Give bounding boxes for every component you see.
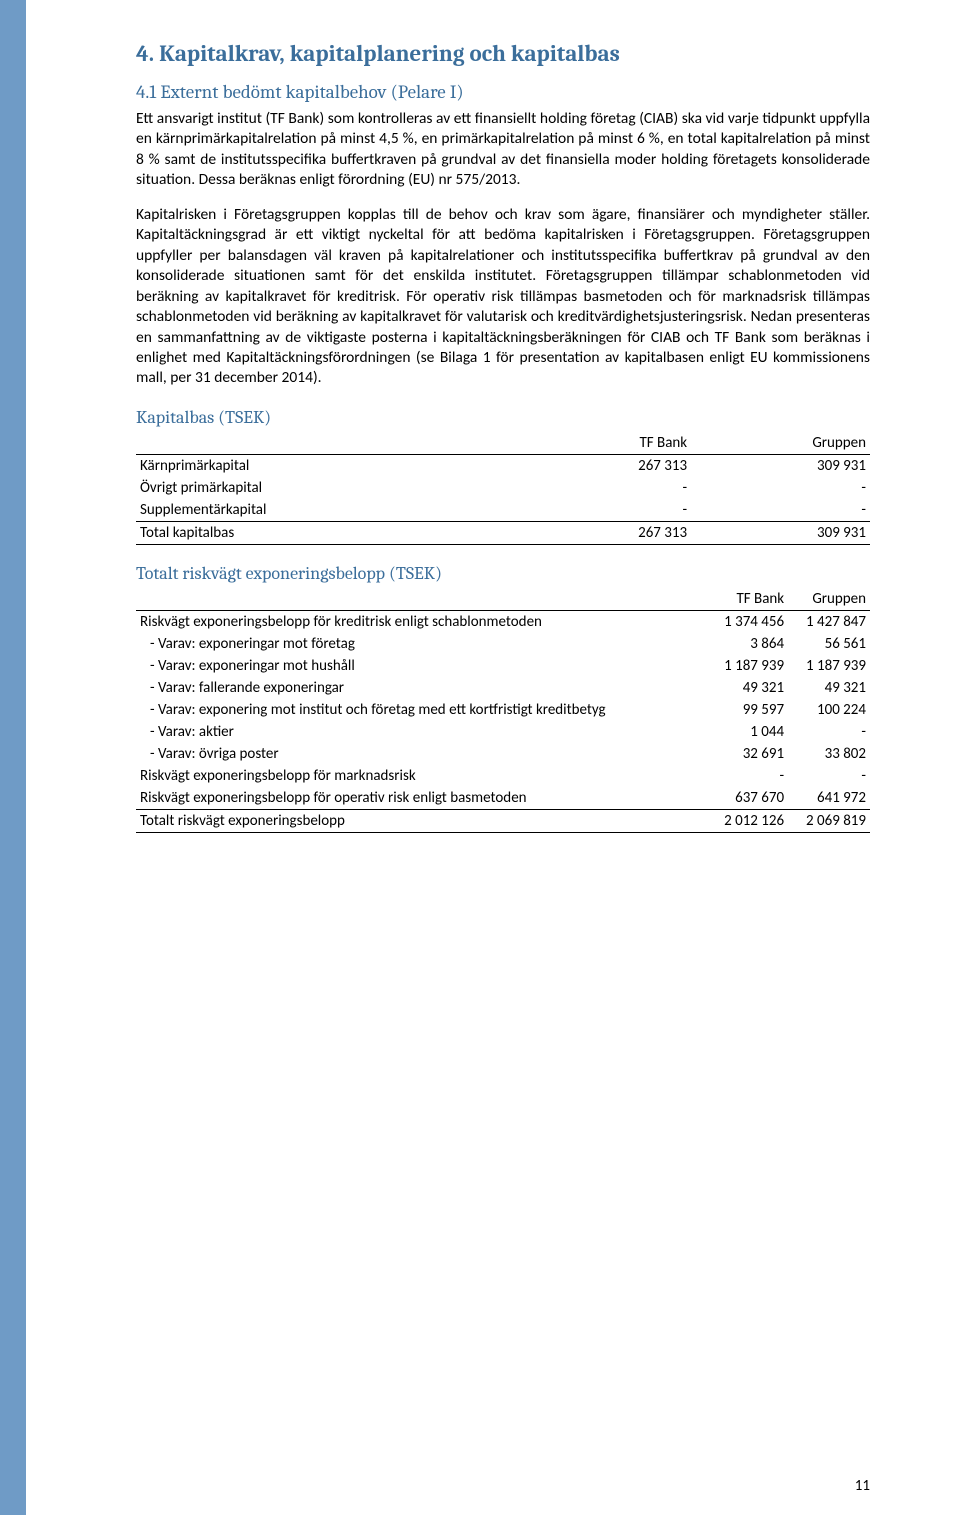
cell-tf: 99 597: [706, 699, 788, 721]
page: 4. Kapitalkrav, kapitalplanering och kap…: [0, 0, 960, 1515]
col-tf-bank: TF Bank: [526, 432, 691, 455]
cell-tf: 1 044: [706, 721, 788, 743]
table-row: - Varav: exponeringar mot företag 3 864 …: [136, 633, 870, 655]
table-kapitalbas: TF Bank Gruppen Kärnprimärkapital 267 31…: [136, 432, 870, 545]
col-label: [136, 432, 526, 455]
col-label: [136, 588, 706, 611]
cell-grp: 49 321: [788, 677, 870, 699]
cell-tf: -: [526, 499, 691, 522]
table-row: - Varav: fallerande exponeringar 49 321 …: [136, 677, 870, 699]
cell-grp: 1 187 939: [788, 655, 870, 677]
subsection-title: 4.1 Externt bedömt kapitalbehov (Pelare …: [136, 81, 870, 103]
row-label: - Varav: aktier: [136, 721, 706, 743]
cell-tf: 1 187 939: [706, 655, 788, 677]
table-total-row: Totalt riskvägt exponeringsbelopp 2 012 …: [136, 809, 870, 832]
cell-grp: -: [788, 721, 870, 743]
row-label: Totalt riskvägt exponeringsbelopp: [136, 809, 706, 832]
cell-tf: -: [526, 477, 691, 499]
row-label: Supplementärkapital: [136, 499, 526, 522]
row-label: - Varav: fallerande exponeringar: [136, 677, 706, 699]
table-row: - Varav: aktier 1 044 -: [136, 721, 870, 743]
cell-grp: -: [788, 765, 870, 787]
cell-tf: -: [706, 765, 788, 787]
cell-grp: 33 802: [788, 743, 870, 765]
cell-grp: 2 069 819: [788, 809, 870, 832]
section-title: 4. Kapitalkrav, kapitalplanering och kap…: [136, 40, 870, 67]
row-label: - Varav: exponeringar mot företag: [136, 633, 706, 655]
cell-grp: 309 931: [691, 454, 870, 477]
cell-grp: 100 224: [788, 699, 870, 721]
row-label: Kärnprimärkapital: [136, 454, 526, 477]
row-label: Riskvägt exponeringsbelopp för marknadsr…: [136, 765, 706, 787]
paragraph-2: Kapitalrisken i Företagsgruppen kopplas …: [136, 205, 870, 389]
col-tf-bank: TF Bank: [706, 588, 788, 611]
row-label: Total kapitalbas: [136, 521, 526, 544]
table-row: - Varav: övriga poster 32 691 33 802: [136, 743, 870, 765]
page-number: 11: [855, 1477, 870, 1495]
table1-title: Kapitalbas (TSEK): [136, 407, 870, 428]
row-label: Övrigt primärkapital: [136, 477, 526, 499]
cell-grp: 56 561: [788, 633, 870, 655]
table-row: - Varav: exponeringar mot hushåll 1 187 …: [136, 655, 870, 677]
row-label: - Varav: exponering mot institut och för…: [136, 699, 706, 721]
table-row: Supplementärkapital - -: [136, 499, 870, 522]
cell-tf: 267 313: [526, 454, 691, 477]
table-row: Riskvägt exponeringsbelopp för kreditris…: [136, 610, 870, 633]
row-label: - Varav: övriga poster: [136, 743, 706, 765]
cell-tf: 267 313: [526, 521, 691, 544]
table-row: Kärnprimärkapital 267 313 309 931: [136, 454, 870, 477]
row-label: Riskvägt exponeringsbelopp för operativ …: [136, 787, 706, 810]
cell-tf: 32 691: [706, 743, 788, 765]
cell-grp: 309 931: [691, 521, 870, 544]
table-row: Övrigt primärkapital - -: [136, 477, 870, 499]
cell-tf: 49 321: [706, 677, 788, 699]
table-row: Riskvägt exponeringsbelopp för operativ …: [136, 787, 870, 810]
cell-tf: 3 864: [706, 633, 788, 655]
cell-tf: 1 374 456: [706, 610, 788, 633]
table2-title: Totalt riskvägt exponeringsbelopp (TSEK): [136, 563, 870, 584]
cell-grp: -: [691, 477, 870, 499]
cell-grp: 641 972: [788, 787, 870, 810]
table-header-row: TF Bank Gruppen: [136, 588, 870, 611]
table-row: Riskvägt exponeringsbelopp för marknadsr…: [136, 765, 870, 787]
cell-tf: 2 012 126: [706, 809, 788, 832]
table-header-row: TF Bank Gruppen: [136, 432, 870, 455]
cell-tf: 637 670: [706, 787, 788, 810]
paragraph-1: Ett ansvarigt institut (TF Bank) som kon…: [136, 109, 870, 191]
cell-grp: -: [691, 499, 870, 522]
table-total-row: Total kapitalbas 267 313 309 931: [136, 521, 870, 544]
table-row: - Varav: exponering mot institut och för…: [136, 699, 870, 721]
col-gruppen: Gruppen: [788, 588, 870, 611]
row-label: Riskvägt exponeringsbelopp för kreditris…: [136, 610, 706, 633]
table-riskvagt: TF Bank Gruppen Riskvägt exponeringsbelo…: [136, 588, 870, 833]
cell-grp: 1 427 847: [788, 610, 870, 633]
col-gruppen: Gruppen: [691, 432, 870, 455]
row-label: - Varav: exponeringar mot hushåll: [136, 655, 706, 677]
